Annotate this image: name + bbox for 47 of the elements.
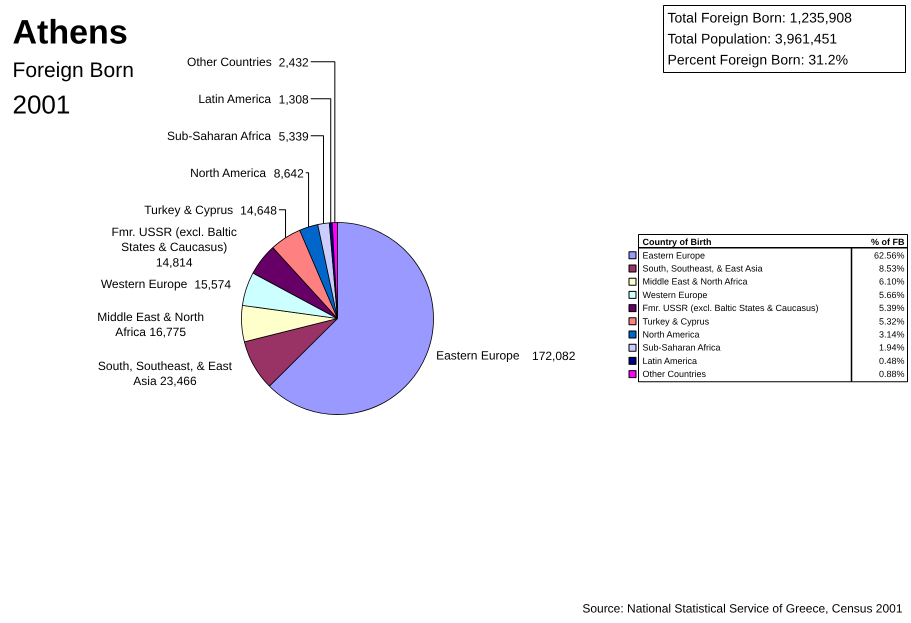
slice-label: North America bbox=[190, 166, 266, 180]
slice-label: Sub-Saharan Africa bbox=[166, 128, 272, 143]
legend-label: South, Southeast, & East Asia bbox=[642, 264, 763, 274]
text: 5.39% bbox=[878, 303, 905, 314]
data-label: 5,339 bbox=[278, 129, 310, 144]
legend-label: Other Countries bbox=[642, 369, 707, 380]
text: Total Foreign Born: 1,235,908 bbox=[668, 10, 852, 26]
data-label: 14,814 bbox=[156, 255, 193, 270]
legend-label: Sub-Saharan Africa bbox=[642, 342, 721, 353]
data-label: 172,082 bbox=[532, 348, 576, 363]
text: 5.66% bbox=[878, 290, 905, 300]
legend-label: Western Europe bbox=[642, 290, 708, 300]
slice-label: Western Europe bbox=[100, 276, 188, 291]
data-label: 1,308 bbox=[278, 92, 310, 106]
text: 0.88% bbox=[878, 369, 905, 380]
category-label: Middle East & North Africa 16,775 bbox=[97, 310, 204, 340]
data-label: 8,642 bbox=[274, 166, 304, 180]
text: Total Population: 3,961,451 bbox=[668, 30, 838, 46]
legend-label: Eastern Europe bbox=[642, 250, 706, 260]
slice-label: Latin America bbox=[198, 92, 272, 106]
slice-label: Eastern Europe bbox=[436, 348, 520, 362]
chart-title: Athens bbox=[12, 14, 128, 52]
text: 3.14% bbox=[878, 330, 905, 340]
slice-label: Fmr. USSR (excl. Baltic States & Caucasus) bbox=[112, 224, 237, 254]
text: 5.32% bbox=[878, 316, 905, 326]
text: 6.10% bbox=[878, 276, 905, 287]
text: Percent Foreign Born: 31.2% bbox=[668, 52, 848, 68]
legend-label: Latin America bbox=[642, 356, 698, 366]
text: % of FB bbox=[871, 237, 905, 248]
slice-label: Other Countries bbox=[186, 54, 272, 69]
legend-title: Country of Birth bbox=[642, 237, 712, 248]
source-note: Source: National Statistical Service of Greece, Census 2001 bbox=[582, 602, 903, 616]
data-label: 2,432 bbox=[278, 55, 310, 70]
legend-label: North America bbox=[642, 330, 700, 340]
category-label: South, Southeast, & East Asia 23,466 bbox=[98, 359, 232, 388]
data-label: 14,648 bbox=[240, 203, 278, 218]
slice-label: Turkey & Cyprus bbox=[144, 202, 234, 217]
text: 62.56% bbox=[874, 250, 905, 260]
text: 0.48% bbox=[878, 356, 905, 366]
legend-label: Turkey & Cyprus bbox=[642, 316, 710, 326]
data-label: 15,574 bbox=[194, 277, 232, 292]
chart-subtitle: Foreign Born bbox=[12, 59, 134, 82]
text: 8.53% bbox=[878, 264, 905, 274]
text: 2001 bbox=[12, 90, 70, 120]
legend-label: Middle East & North Africa bbox=[642, 276, 748, 287]
legend-label: Fmr. USSR (excl. Baltic States & Caucasus) bbox=[642, 303, 819, 314]
text: 1.94% bbox=[878, 342, 905, 353]
